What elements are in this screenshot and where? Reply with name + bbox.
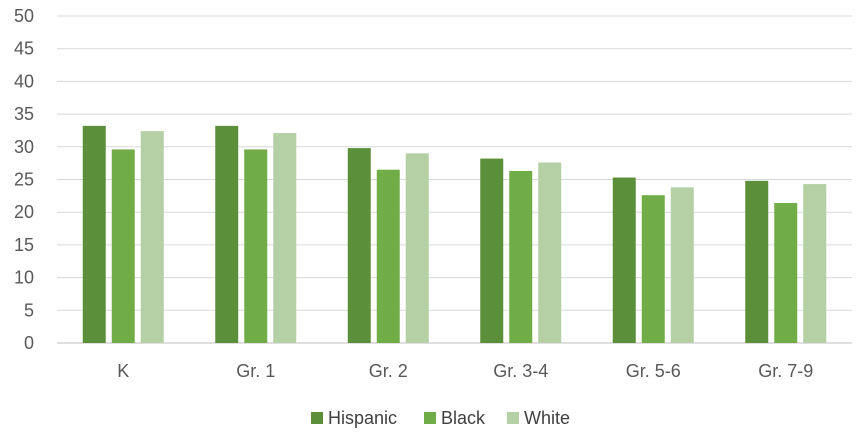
- x-tick-label: Gr. 5-6: [626, 361, 681, 381]
- y-axis-ticks: 0 5 10 15 20 25 30 35 40 45 50: [14, 6, 34, 353]
- bar-hispanic-0: [82, 125, 106, 343]
- y-tick-label: 5: [24, 300, 34, 320]
- x-tick-label: Gr. 2: [369, 361, 408, 381]
- bar-black-4: [641, 195, 665, 343]
- bar-white-3: [538, 162, 562, 343]
- x-tick-label: Gr. 1: [236, 361, 275, 381]
- bar-black-1: [244, 149, 268, 343]
- x-tick-label: Gr. 7-9: [758, 361, 813, 381]
- bar-white-4: [670, 187, 694, 343]
- y-tick-label: 0: [24, 333, 34, 353]
- bar-white-5: [803, 184, 827, 343]
- y-tick-label: 50: [14, 6, 34, 26]
- bar-black-5: [774, 203, 798, 343]
- legend-label-hispanic: Hispanic: [328, 408, 397, 428]
- bar-hispanic-5: [745, 180, 769, 343]
- y-tick-label: 40: [14, 71, 34, 91]
- legend: Hispanic Black White: [311, 408, 570, 428]
- legend-swatch-black: [424, 412, 436, 424]
- y-tick-label: 25: [14, 170, 34, 190]
- legend-label-white: White: [524, 408, 570, 428]
- y-tick-label: 20: [14, 202, 34, 222]
- y-tick-label: 15: [14, 235, 34, 255]
- bar-hispanic-1: [215, 125, 239, 343]
- bar-white-0: [140, 131, 164, 343]
- bar-hispanic-3: [480, 158, 504, 343]
- legend-swatch-hispanic: [311, 412, 323, 424]
- y-tick-label: 30: [14, 137, 34, 157]
- bar-black-0: [111, 149, 135, 343]
- legend-label-black: Black: [441, 408, 486, 428]
- x-axis-ticks: K Gr. 1 Gr. 2 Gr. 3-4 Gr. 5-6 Gr. 7-9: [117, 361, 813, 381]
- bar-black-3: [509, 170, 533, 343]
- legend-swatch-white: [507, 412, 519, 424]
- bar-white-1: [273, 133, 297, 343]
- y-tick-label: 10: [14, 268, 34, 288]
- bar-white-2: [405, 153, 429, 343]
- x-tick-label: Gr. 3-4: [493, 361, 548, 381]
- gridlines: [57, 15, 852, 344]
- y-tick-label: 45: [14, 39, 34, 59]
- y-tick-label: 35: [14, 104, 34, 124]
- bar-hispanic-4: [612, 177, 636, 343]
- bar-hispanic-2: [347, 148, 371, 343]
- x-tick-label: K: [117, 361, 129, 381]
- bar-black-2: [376, 169, 400, 343]
- bars: [82, 125, 827, 343]
